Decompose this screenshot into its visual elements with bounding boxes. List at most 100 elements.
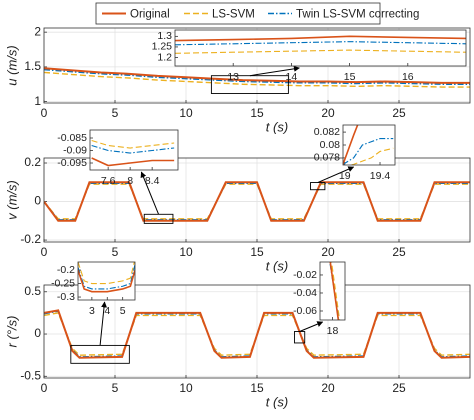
x-tick-label: 5 [112, 381, 119, 395]
x-tick-label: 3 [89, 305, 95, 317]
series-group [91, 139, 175, 167]
x-tick-label: 7.6 [101, 175, 116, 187]
axes-frame [43, 27, 471, 104]
x-tick-label: 20 [321, 106, 335, 120]
inset-frame [77, 261, 136, 301]
x-tick-label: 8.4 [145, 175, 160, 187]
x-tick-label: 20 [321, 245, 335, 259]
inset-frame [342, 124, 396, 166]
x-tick-label: 25 [392, 381, 406, 395]
y-tick-label: 0.082 [314, 126, 340, 138]
zoom-arrow [317, 166, 355, 183]
series-line [78, 262, 135, 285]
series-line [44, 71, 470, 88]
zoom-arrow [249, 65, 300, 77]
y-tick-label: -0.085 [57, 132, 87, 144]
x-tick-label: 0 [41, 245, 48, 259]
y-tick-label: -0.02 [293, 269, 317, 281]
axes-frame [43, 157, 471, 243]
y-tick-label: -0.2 [20, 232, 41, 246]
series-line [175, 49, 466, 54]
series-line [91, 139, 175, 149]
x-tick-label: 18 [327, 325, 339, 337]
series-group [175, 35, 466, 54]
y-tick-label: -0.3 [57, 291, 75, 303]
zoom-arrow [299, 321, 324, 332]
x-tick-label: 8 [127, 175, 133, 187]
series-line [91, 157, 175, 167]
y-tick-label: -0.095 [57, 157, 87, 169]
x-tick-label: 19 [339, 170, 351, 182]
y-tick-label: 0 [34, 326, 41, 340]
zoom-arrow [140, 171, 160, 215]
y-tick-label: 0.2 [24, 155, 41, 169]
x-tick-label: 15 [250, 381, 264, 395]
y-tick-label: 2 [34, 24, 41, 38]
series-line [175, 41, 466, 46]
x-axis-label: t (s) [266, 119, 288, 134]
x-tick-label: 0 [41, 106, 48, 120]
series-line [44, 68, 470, 85]
series-group [44, 67, 470, 88]
x-tick-label: 25 [392, 245, 406, 259]
x-tick-label: 19.4 [370, 170, 391, 182]
y-tick-label: -0.25 [51, 277, 75, 289]
y-tick-label: 1 [34, 94, 41, 108]
x-tick-label: 13 [227, 71, 239, 83]
series-line [44, 67, 470, 84]
x-axis-label: t (s) [266, 258, 288, 273]
series-line [78, 264, 135, 290]
x-tick-label: 25 [392, 106, 406, 120]
y-tick-label: 1.25 [152, 41, 173, 53]
y-tick-label: 0 [34, 194, 41, 208]
legend-label: Original [130, 9, 170, 21]
x-tick-label: 5 [112, 106, 119, 120]
legend-box [95, 2, 381, 25]
x-tick-label: 14 [286, 71, 298, 83]
y-tick-label: -0.2 [57, 264, 75, 276]
inset-frame [319, 261, 346, 321]
x-tick-label: 15 [250, 245, 264, 259]
x-axis-label: t (s) [266, 394, 288, 409]
x-tick-label: 5 [120, 305, 126, 317]
series-line [91, 144, 175, 154]
y-tick-label: -0.09 [63, 144, 87, 156]
y-tick-label: 0.5 [24, 284, 41, 298]
series-line [175, 35, 466, 42]
y-tick-label: 0.078 [314, 152, 340, 164]
x-tick-label: 5 [112, 245, 119, 259]
y-tick-label: 1.3 [157, 30, 172, 42]
y-tick-label: 0.08 [320, 139, 341, 151]
legend-label: LS-SVM [212, 9, 255, 21]
series-line [44, 181, 470, 222]
x-tick-label: 16 [402, 71, 414, 83]
x-tick-label: 4 [104, 305, 110, 317]
axes-frame [43, 284, 471, 379]
y-tick-label: -0.06 [293, 305, 317, 317]
inset-frame [174, 29, 467, 67]
x-tick-label: 10 [179, 245, 193, 259]
x-tick-label: 15 [344, 71, 356, 83]
y-tick-label: 1.5 [24, 59, 41, 73]
x-tick-label: 15 [250, 106, 264, 120]
series-group [44, 181, 470, 222]
series-line [330, 262, 341, 320]
series-group [78, 262, 135, 293]
y-axis-label: v (m/s) [4, 180, 19, 220]
legend-label: Twin LS-SVM correcting [296, 9, 419, 21]
series-line [44, 309, 470, 359]
series-line [343, 125, 359, 165]
series-group [329, 262, 341, 320]
series-line [329, 262, 340, 320]
inset-frame [89, 129, 179, 171]
series-line [78, 269, 135, 293]
y-axis-label: u (m/s) [4, 45, 19, 85]
series-group [44, 309, 470, 359]
y-tick-label: -0.04 [293, 287, 317, 299]
inset-background [78, 262, 135, 300]
x-tick-label: 10 [179, 106, 193, 120]
y-tick-label: 1.2 [157, 51, 172, 63]
series-line [44, 312, 470, 356]
y-tick-label: -0.5 [20, 368, 41, 382]
